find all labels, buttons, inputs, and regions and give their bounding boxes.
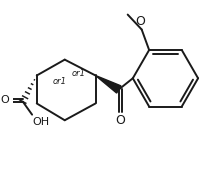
Text: O: O: [0, 95, 9, 105]
Text: OH: OH: [32, 117, 49, 127]
Text: or1: or1: [71, 69, 85, 78]
Text: or1: or1: [53, 77, 67, 86]
Text: O: O: [135, 15, 145, 28]
Text: O: O: [115, 114, 125, 127]
Polygon shape: [95, 75, 121, 93]
